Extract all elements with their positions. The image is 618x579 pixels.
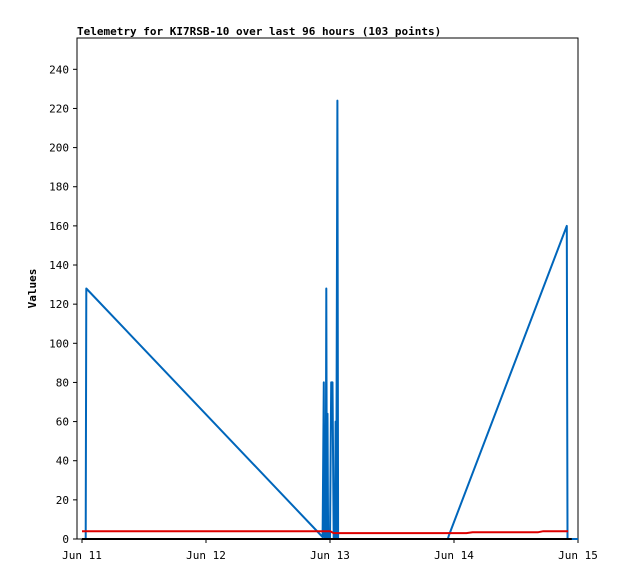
y-tick-label: 0 bbox=[62, 533, 69, 546]
y-tick-label: 100 bbox=[49, 337, 69, 350]
x-tick-label: Jun 13 bbox=[310, 549, 350, 562]
y-tick-label: 60 bbox=[56, 416, 69, 429]
x-tick-label: Jun 11 bbox=[62, 549, 102, 562]
series-line-2 bbox=[82, 530, 569, 535]
y-tick-label: 160 bbox=[49, 220, 69, 233]
y-tick-label: 240 bbox=[49, 63, 69, 76]
x-tick-label: Jun 15 bbox=[558, 549, 598, 562]
y-tick-label: 200 bbox=[49, 142, 69, 155]
x-tick-label: Jun 14 bbox=[434, 549, 474, 562]
y-tick-label: 180 bbox=[49, 181, 69, 194]
y-tick-label: 80 bbox=[56, 376, 69, 389]
y-axis-label: Values bbox=[26, 269, 39, 309]
y-tick-label: 40 bbox=[56, 455, 69, 468]
y-tick-label: 20 bbox=[56, 494, 69, 507]
chart-title: Telemetry for KI7RSB-10 over last 96 hou… bbox=[77, 25, 441, 38]
y-tick-label: 140 bbox=[49, 259, 69, 272]
y-tick-label: 220 bbox=[49, 102, 69, 115]
y-axis-ticks: 0 20 40 60 80 100 120 140 160 180 200 220 240 bbox=[49, 63, 77, 546]
x-tick-label: Jun 12 bbox=[186, 549, 226, 562]
series-line-1 bbox=[82, 99, 578, 540]
x-axis-ticks: Jun 11 Jun 12 Jun 13 Jun 14 Jun 15 bbox=[62, 539, 598, 562]
y-tick-label: 120 bbox=[49, 298, 69, 311]
series-layer bbox=[82, 99, 578, 540]
